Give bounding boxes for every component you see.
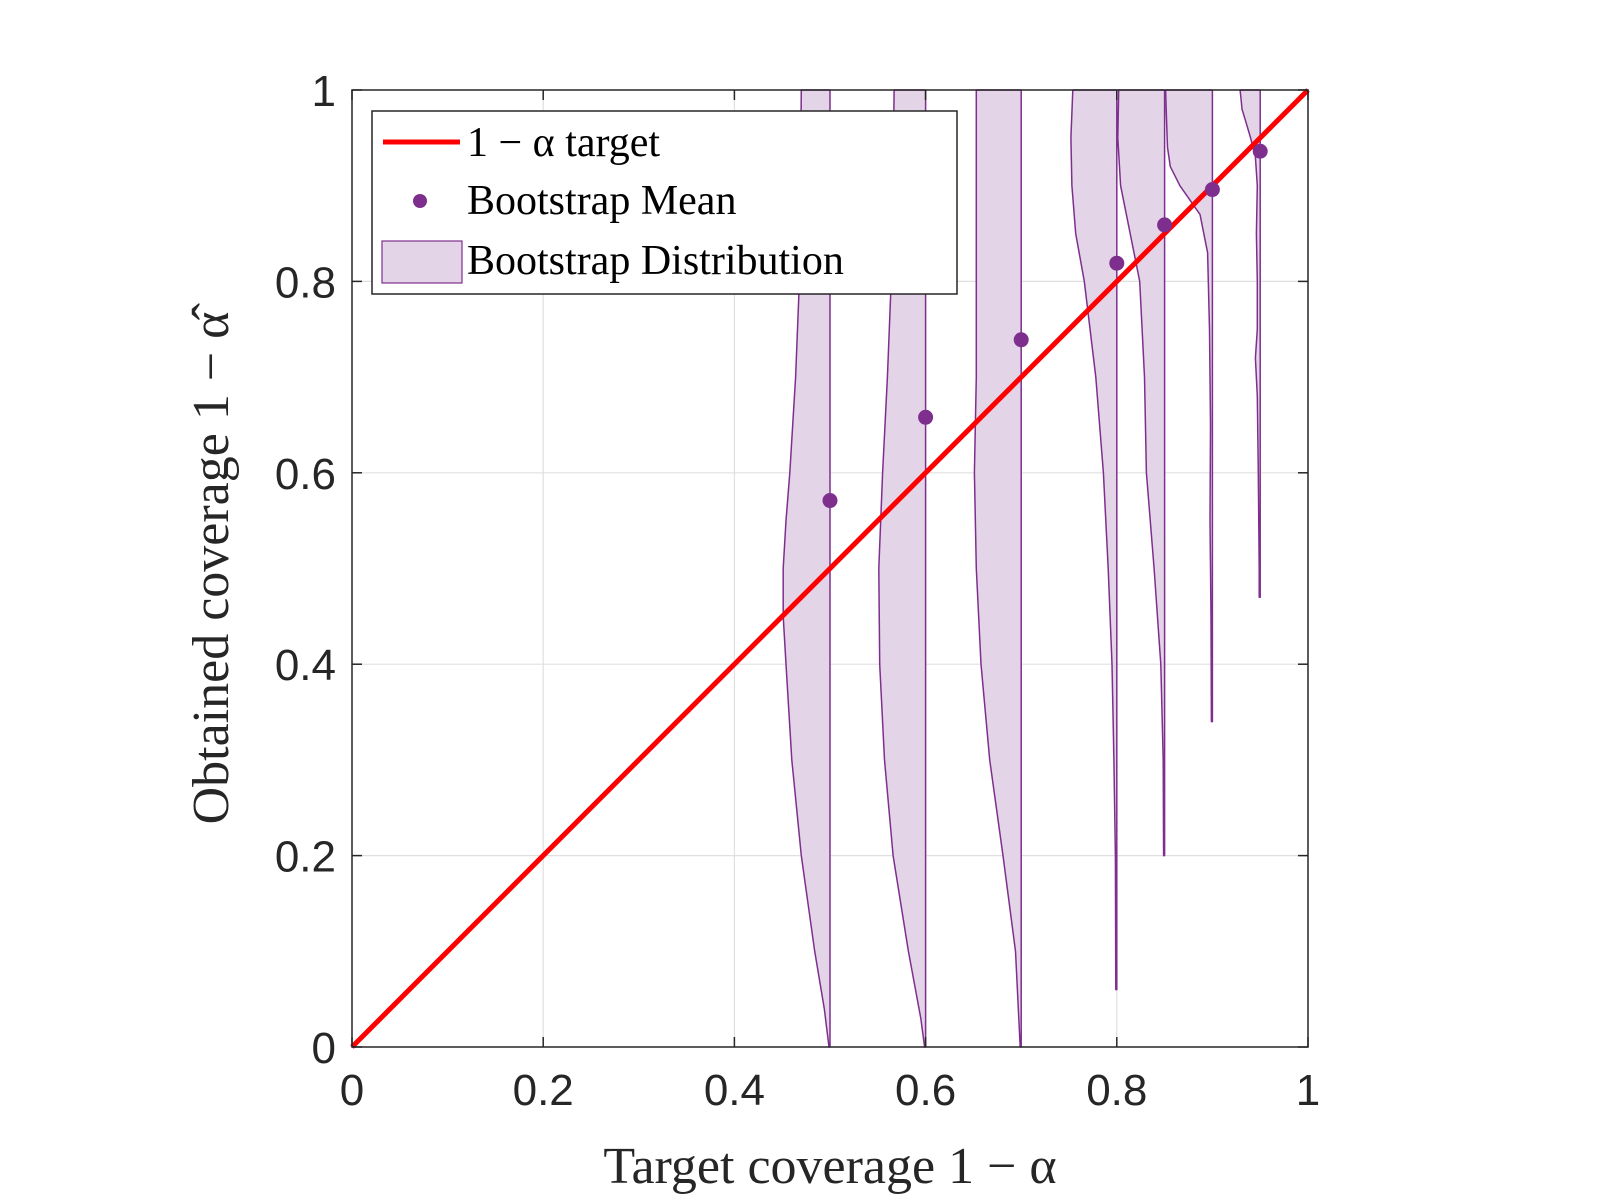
bootstrap-mean-point <box>1013 332 1029 348</box>
legend: 1 − α target Bootstrap Mean Bootstrap Di… <box>371 110 958 295</box>
x-axis-label: Target coverage 1 − α <box>603 1138 1056 1195</box>
x-tick-label: 1 <box>1296 1066 1320 1115</box>
target-line-layer <box>350 88 1310 1049</box>
legend-distribution-swatch <box>381 240 463 284</box>
legend-mean-label: Bootstrap Mean <box>467 178 736 224</box>
bootstrap-mean-point <box>822 493 838 509</box>
axis-ticks: 0 0.2 0.4 0.6 0.8 1 0 0.2 0.4 0.6 0.8 1 <box>275 67 1320 1115</box>
bootstrap-mean-point <box>1157 217 1173 233</box>
legend-target-label: 1 − α target <box>467 120 660 166</box>
bootstrap-mean-point <box>1252 143 1268 159</box>
target-line <box>350 88 1310 1049</box>
bootstrap-mean-points <box>822 143 1268 509</box>
x-tick-label: 0.2 <box>513 1066 574 1115</box>
x-tick-label: 0.6 <box>895 1066 956 1115</box>
y-tick-label: 0.6 <box>275 450 336 499</box>
x-tick-label: 0.8 <box>1086 1066 1147 1115</box>
bootstrap-distribution-violin <box>1117 89 1166 857</box>
legend-distribution-label: Bootstrap Distribution <box>467 238 844 284</box>
y-tick-label: 1 <box>312 67 336 116</box>
y-tick-label: 0.8 <box>275 258 336 307</box>
bootstrap-mean-point <box>918 409 934 425</box>
legend-mean-swatch <box>413 194 427 208</box>
y-axis-label: Obtained coverage 1 − α̂ <box>183 303 240 825</box>
legend-box <box>371 110 958 295</box>
bootstrap-distribution-violin <box>1070 89 1118 991</box>
x-tick-label: 0 <box>340 1066 364 1115</box>
bootstrap-distribution-violin <box>973 89 1022 1048</box>
y-tick-label: 0 <box>312 1024 336 1073</box>
plot-axes-box <box>351 89 1309 1048</box>
bootstrap-mean-point <box>1204 182 1220 198</box>
bootstrap-distribution-violin <box>1164 89 1214 723</box>
x-tick-label: 0.4 <box>704 1066 765 1115</box>
y-tick-label: 0.2 <box>275 833 336 882</box>
y-tick-label: 0.4 <box>275 641 336 690</box>
bootstrap-mean-point <box>1109 255 1125 271</box>
